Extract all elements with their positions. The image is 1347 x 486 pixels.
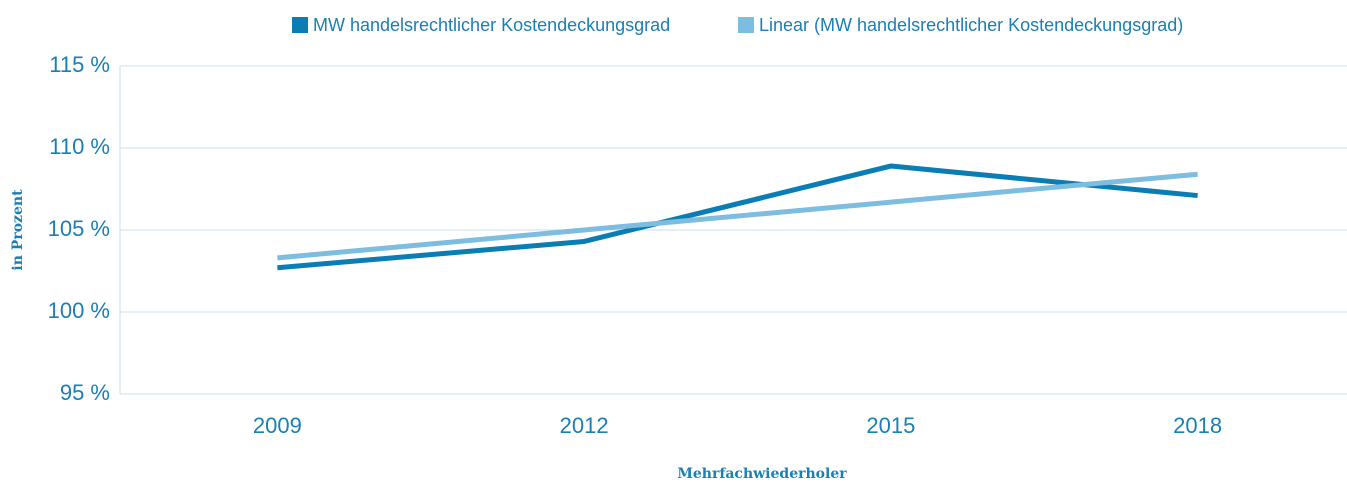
x-tick-label: 2009	[253, 413, 302, 438]
legend-swatch	[292, 17, 308, 33]
legend-label: Linear (MW handelsrechtlicher Kostendeck…	[759, 15, 1183, 35]
x-tick-label: 2012	[560, 413, 609, 438]
series-line	[277, 174, 1197, 258]
y-tick-label: 100 %	[48, 298, 110, 323]
y-tick-label: 110 %	[49, 134, 110, 159]
y-axis-title: in Prozent	[10, 189, 26, 271]
chart: Mehrfachwiederholer in Prozent 95 % 100 %…	[0, 0, 1347, 486]
legend-label: MW handelsrechtlicher Kostendeckungsgrad	[313, 15, 670, 35]
x-tick-label: 2018	[1173, 413, 1222, 438]
legend-swatch	[738, 17, 754, 33]
x-tick-label: 2015	[866, 413, 915, 438]
y-tick-label: 115 %	[49, 52, 110, 77]
x-axis-title: Mehrfachwiederholer	[677, 466, 847, 482]
y-tick-label: 105 %	[48, 216, 110, 241]
y-tick-label: 95 %	[60, 380, 110, 405]
